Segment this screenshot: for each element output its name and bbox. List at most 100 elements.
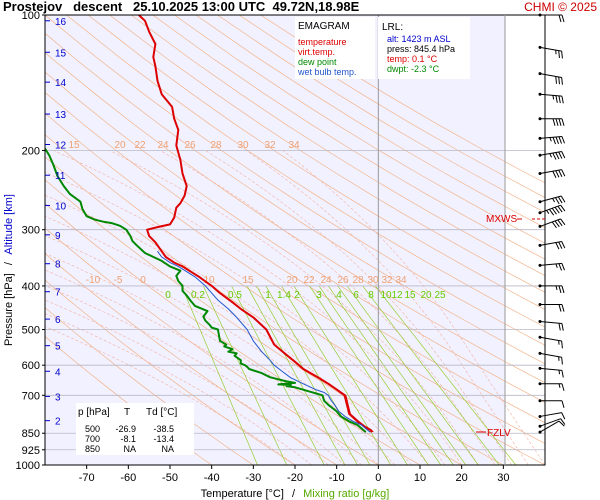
legend-entry-temperature: temperature	[298, 37, 347, 47]
moist-adiabat	[109, 150, 479, 465]
mixing-ratio-labels: 15 20 22 24 26 28 30 32 34-10 -5 0 10 15 20 22 24 26 28 30…	[68, 140, 446, 301]
altitude-tick-label: 5	[55, 342, 61, 353]
pressure-tick-label: 600	[22, 360, 40, 372]
altitude-tick-label: 12	[55, 141, 67, 152]
moist-adiabat	[45, 171, 446, 465]
mixing-ratio-line	[181, 285, 258, 465]
mixing-ratio-line	[318, 285, 442, 465]
lrl-altitude: alt: 1423 m ASL	[387, 34, 451, 44]
pressure-tick-label: 700	[22, 390, 40, 402]
wind-barb	[538, 303, 565, 312]
wind-barb	[538, 241, 566, 250]
table-row-500-pressure: 500	[85, 424, 100, 434]
dry-adiabat	[45, 52, 545, 384]
x-axis-title-separator: /	[292, 488, 296, 500]
dry-adiabat	[174, 15, 545, 244]
mixing-ratio-label-lower: 0.5	[228, 290, 242, 301]
table-row-850-dewpoint: NA	[161, 444, 174, 454]
wind-barb	[538, 418, 566, 428]
mixing-ratio-line	[362, 285, 500, 465]
legend-entry-wet-bulb: wet bulb temp.	[297, 67, 357, 77]
temperature-tick-label: 20	[456, 472, 468, 484]
temperature-tick-label: -10	[329, 472, 345, 484]
wind-barb	[538, 412, 566, 420]
wind-barb	[538, 169, 566, 178]
pressure-tick-label: 400	[22, 281, 40, 293]
altitude-tick-label: 10	[55, 201, 67, 212]
legend-title: EMAGRAM	[298, 21, 350, 32]
altitude-tick-label: 6	[55, 315, 61, 326]
wind-barb	[538, 195, 566, 205]
mixing-ratio-line	[256, 285, 358, 465]
mxws-label: MXWS	[486, 214, 517, 225]
lrl-title: LRL:	[382, 22, 403, 33]
mixing-ratio-label-lower: 25	[434, 290, 446, 301]
pressure-tick-label: 200	[22, 145, 40, 157]
pressure-tick-label: 850	[22, 428, 40, 440]
mixing-ratio-label-mid: 28	[352, 275, 364, 286]
mixing-ratio-label-upper: 30	[237, 140, 249, 151]
mixing-ratio-label-lower: 12	[391, 290, 403, 301]
mixing-ratio-line	[328, 285, 454, 465]
mixing-ratio-label-upper: 15	[68, 140, 80, 151]
x-axis-title-temperature: Temperature [°C]	[201, 488, 284, 500]
altitude-tick-label: 8	[55, 260, 61, 271]
x-axis-title-mixing-ratio: Mixing ratio [g/kg]	[303, 488, 389, 500]
mixing-ratio-line	[281, 285, 392, 465]
fzlv-marker: FZLV	[476, 428, 511, 439]
profile-series	[45, 15, 374, 433]
dry-adiabat	[66, 15, 545, 328]
temperature-tick-label: -60	[120, 472, 136, 484]
mixing-ratio-line	[309, 285, 429, 465]
mixing-ratio-label-mid: 24	[320, 275, 332, 286]
pressure-tick-label: 925	[22, 445, 40, 457]
mixing-ratio-label-upper: 20	[114, 140, 126, 151]
moist-adiabat	[53, 150, 462, 465]
moist-adiabat	[45, 299, 329, 465]
legend: EMAGRAM temperature virt.temp. dew point…	[295, 17, 375, 79]
wind-barb	[538, 117, 565, 126]
mixing-ratio-line	[293, 285, 408, 465]
table-row-700-dewpoint: -13.4	[153, 434, 174, 444]
table-row-500-dewpoint: -38.5	[153, 424, 174, 434]
dry-adiabat	[87, 15, 545, 310]
mixing-ratio-label-mid: -10	[86, 275, 101, 286]
mixing-ratio-label-lower: 10	[380, 290, 392, 301]
wind-barb	[538, 335, 563, 349]
wind-barb	[538, 382, 565, 391]
mixing-ratio-label-upper: 24	[157, 140, 169, 151]
temperature-tick-label: 0	[375, 472, 381, 484]
dry-adiabat	[45, 71, 545, 403]
mixing-ratio-label-upper: 28	[210, 140, 222, 151]
temperature-tick-label: 10	[414, 472, 426, 484]
wind-barb	[538, 45, 563, 59]
pressure-tick-label: 1000	[16, 460, 40, 472]
y-axis-title-separator: /	[3, 261, 15, 265]
series-line-dew-point	[45, 147, 367, 433]
mixing-ratio-label-mid: -5	[114, 275, 123, 286]
mixing-ratio-label-mid: 10	[203, 275, 215, 286]
table-row-700-temp: -8.1	[120, 434, 136, 444]
mixing-ratio-label-lower: 0.2	[191, 290, 205, 301]
mixing-ratio-label-mid: 26	[337, 275, 349, 286]
altitude-tick-label: 2	[55, 417, 61, 428]
mixing-ratio-label-upper: 34	[288, 140, 300, 151]
mixing-ratio-line	[374, 285, 517, 465]
lrl-temperature: temp: 0.1 °C	[387, 54, 438, 64]
fzlv-label: FZLV	[487, 428, 511, 439]
mixing-ratio-label-mid: 20	[286, 275, 298, 286]
dry-adiabat	[152, 15, 545, 260]
table-header-dewpoint: Td [°C]	[146, 407, 177, 418]
mixing-ratio-label-lower: 2	[294, 290, 300, 301]
altitude-tick-label: 3	[55, 392, 61, 403]
wind-barb	[538, 351, 563, 365]
mixing-ratio-label-mid: 22	[303, 275, 315, 286]
mixing-ratio-label-mid: 30	[367, 275, 379, 286]
series-line-wet-bulb-temp	[157, 251, 371, 433]
temperature-tick-label: -40	[204, 472, 220, 484]
table-header-temp: T	[124, 407, 130, 418]
wind-barb	[538, 366, 564, 378]
mixing-ratio-label-upper: 22	[134, 140, 146, 151]
moist-adiabat	[45, 253, 379, 465]
temperature-tick-label: 30	[497, 472, 509, 484]
